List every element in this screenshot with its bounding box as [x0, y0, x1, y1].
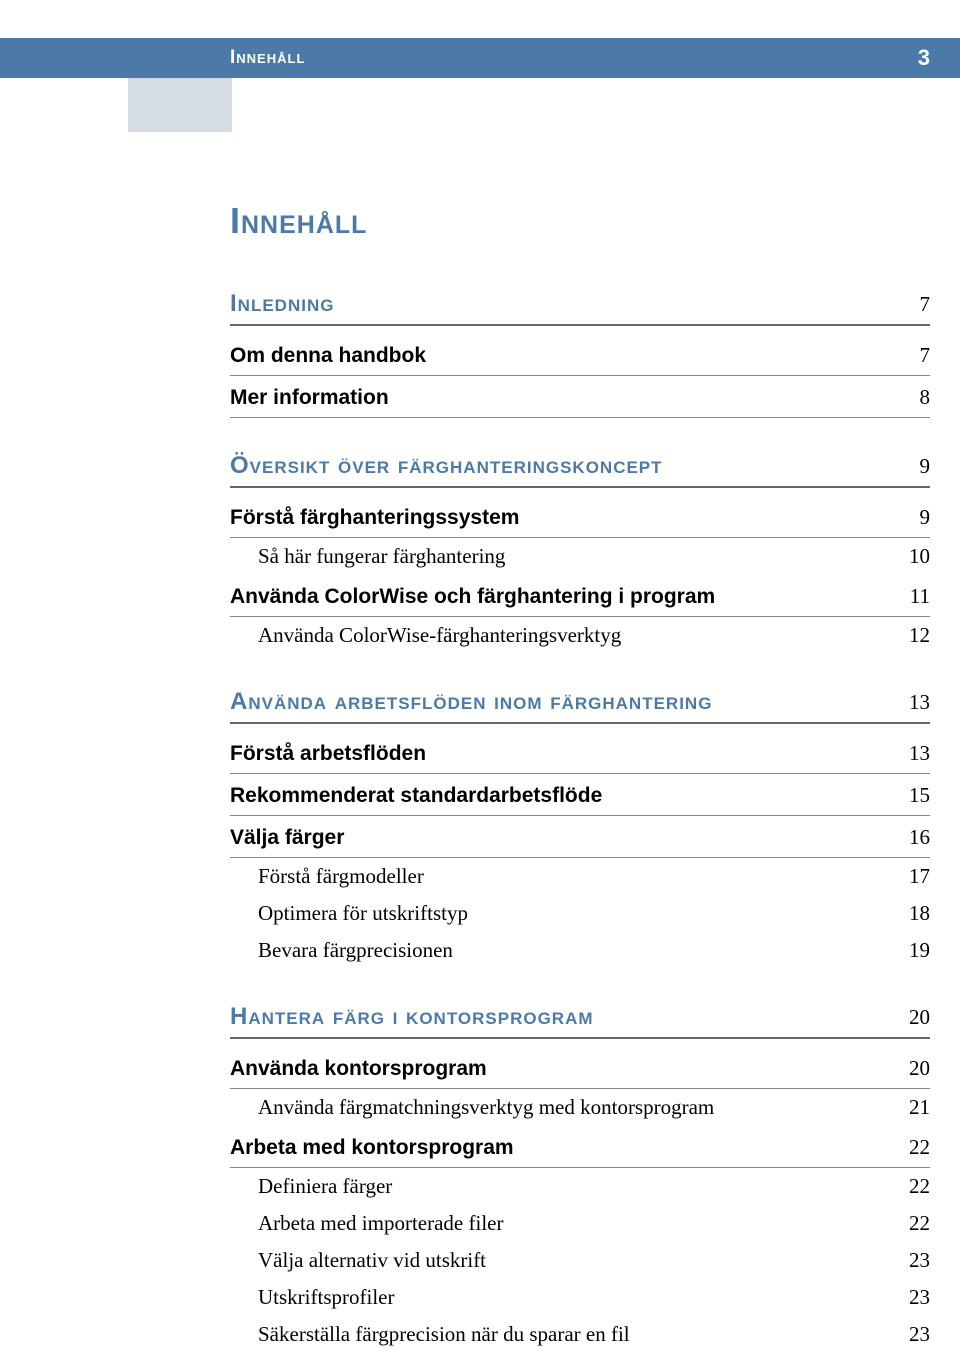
toc-entry-bold[interactable]: Rekommenderat standardarbetsflöde 15: [230, 774, 930, 816]
toc-container: Inledning 7 Om denna handbok 7 Mer informati…: [230, 290, 930, 1353]
toc-section-label: Översikt över färghanteringskoncept: [230, 452, 663, 480]
toc-entry-page: 23: [909, 1285, 930, 1310]
header-bar: Innehåll 3: [0, 38, 960, 78]
toc-entry-label: Rekommenderat standardarbetsflöde: [230, 784, 602, 808]
toc-entry-sub[interactable]: Så här fungerar färghantering 10: [230, 538, 930, 575]
toc-entry-page: 15: [909, 783, 930, 808]
toc-entry-page: 21: [909, 1095, 930, 1120]
toc-entry-sub[interactable]: Utskriftsprofiler 23: [230, 1279, 930, 1316]
toc-entry-label: Använda färgmatchningsverktyg med kontor…: [258, 1095, 714, 1120]
toc-entry-page: 13: [909, 741, 930, 766]
toc-entry-sub[interactable]: Arbeta med importerade filer 22: [230, 1205, 930, 1242]
toc-entry-label: Välja färger: [230, 826, 344, 850]
toc-section-page: 20: [909, 1005, 930, 1030]
toc-entry-sub[interactable]: Använda ColorWise-färghanteringsverktyg 1…: [230, 617, 930, 654]
toc-entry-label: Använda kontorsprogram: [230, 1057, 487, 1081]
toc-section-label: Inledning: [230, 290, 334, 318]
toc-entry-page: 7: [920, 343, 931, 368]
toc-entry-label: Arbeta med importerade filer: [258, 1211, 503, 1236]
toc-entry-page: 9: [920, 505, 931, 530]
toc-entry-label: Välja alternativ vid utskrift: [258, 1248, 486, 1273]
toc-entry-bold[interactable]: Mer information 8: [230, 376, 930, 418]
toc-section-page: 9: [920, 454, 931, 479]
toc-entry-bold[interactable]: Förstå arbetsflöden 13: [230, 732, 930, 774]
toc-entry-page: 19: [909, 938, 930, 963]
toc-entry-bold[interactable]: Arbeta med kontorsprogram 22: [230, 1126, 930, 1168]
toc-entry-page: 12: [909, 623, 930, 648]
toc-entry-page: 17: [909, 864, 930, 889]
toc-section-page: 13: [909, 690, 930, 715]
toc-group: Om denna handbok 7 Mer information 8: [230, 334, 930, 418]
toc-entry-bold[interactable]: Använda kontorsprogram 20: [230, 1047, 930, 1089]
toc-entry-bold[interactable]: Välja färger 16: [230, 816, 930, 858]
toc-group: Förstå arbetsflöden 13 Rekommenderat stand…: [230, 732, 930, 969]
toc-entry-label: Förstå färgmodeller: [258, 864, 424, 889]
header-title: Innehåll: [230, 47, 305, 69]
toc-entry-label: Förstå arbetsflöden: [230, 742, 426, 766]
toc-entry-label: Optimera för utskriftstyp: [258, 901, 468, 926]
toc-section-heading[interactable]: Använda arbetsflöden inom färghantering 1…: [230, 688, 930, 724]
toc-entry-label: Använda ColorWise-färghanteringsverktyg: [258, 623, 621, 648]
toc-entry-sub[interactable]: Använda färgmatchningsverktyg med kontor…: [230, 1089, 930, 1126]
toc-section-label: Hantera färg i kontorsprogram: [230, 1003, 594, 1031]
toc-entry-page: 22: [909, 1135, 930, 1160]
toc-group: Använda kontorsprogram 20 Använda färgmatc…: [230, 1047, 930, 1353]
toc-entry-page: 16: [909, 825, 930, 850]
toc-entry-label: Förstå färghanteringssystem: [230, 506, 519, 530]
toc-entry-label: Om denna handbok: [230, 344, 426, 368]
page-title: Innehåll: [230, 200, 930, 242]
toc-entry-page: 22: [909, 1211, 930, 1236]
toc-entry-page: 8: [920, 385, 931, 410]
toc-section-heading[interactable]: Översikt över färghanteringskoncept 9: [230, 452, 930, 488]
toc-entry-page: 10: [909, 544, 930, 569]
toc-entry-page: 23: [909, 1248, 930, 1273]
toc-entry-sub[interactable]: Välja alternativ vid utskrift 23: [230, 1242, 930, 1279]
toc-entry-page: 18: [909, 901, 930, 926]
toc-content: Innehåll Inledning 7 Om denna handbok 7 Mer …: [230, 200, 930, 1353]
toc-entry-label: Använda ColorWise och färghantering i pr…: [230, 585, 715, 609]
toc-entry-label: Definiera färger: [258, 1174, 392, 1199]
toc-entry-label: Bevara färgprecisionen: [258, 938, 453, 963]
toc-entry-page: 23: [909, 1322, 930, 1347]
toc-entry-label: Arbeta med kontorsprogram: [230, 1136, 514, 1160]
toc-entry-sub[interactable]: Optimera för utskriftstyp 18: [230, 895, 930, 932]
toc-entry-sub[interactable]: Definiera färger 22: [230, 1168, 930, 1205]
toc-entry-bold[interactable]: Förstå färghanteringssystem 9: [230, 496, 930, 538]
toc-section-heading[interactable]: Hantera färg i kontorsprogram 20: [230, 1003, 930, 1039]
toc-entry-sub[interactable]: Förstå färgmodeller 17: [230, 858, 930, 895]
toc-section-page: 7: [920, 292, 931, 317]
toc-entry-page: 22: [909, 1174, 930, 1199]
toc-entry-label: Säkerställa färgprecision när du sparar …: [258, 1322, 630, 1347]
toc-entry-page: 11: [910, 584, 930, 609]
toc-entry-page: 20: [909, 1056, 930, 1081]
toc-group: Förstå färghanteringssystem 9 Så här funge…: [230, 496, 930, 654]
toc-entry-label: Mer information: [230, 386, 389, 410]
header-accent-block: [128, 78, 232, 132]
toc-section-heading[interactable]: Inledning 7: [230, 290, 930, 326]
header-page-number: 3: [918, 45, 930, 71]
toc-entry-sub[interactable]: Säkerställa färgprecision när du sparar …: [230, 1316, 930, 1353]
toc-entry-bold[interactable]: Använda ColorWise och färghantering i pr…: [230, 575, 930, 617]
toc-entry-label: Så här fungerar färghantering: [258, 544, 505, 569]
toc-entry-label: Utskriftsprofiler: [258, 1285, 394, 1310]
toc-section-label: Använda arbetsflöden inom färghantering: [230, 688, 712, 716]
toc-entry-sub[interactable]: Bevara färgprecisionen 19: [230, 932, 930, 969]
toc-entry-bold[interactable]: Om denna handbok 7: [230, 334, 930, 376]
